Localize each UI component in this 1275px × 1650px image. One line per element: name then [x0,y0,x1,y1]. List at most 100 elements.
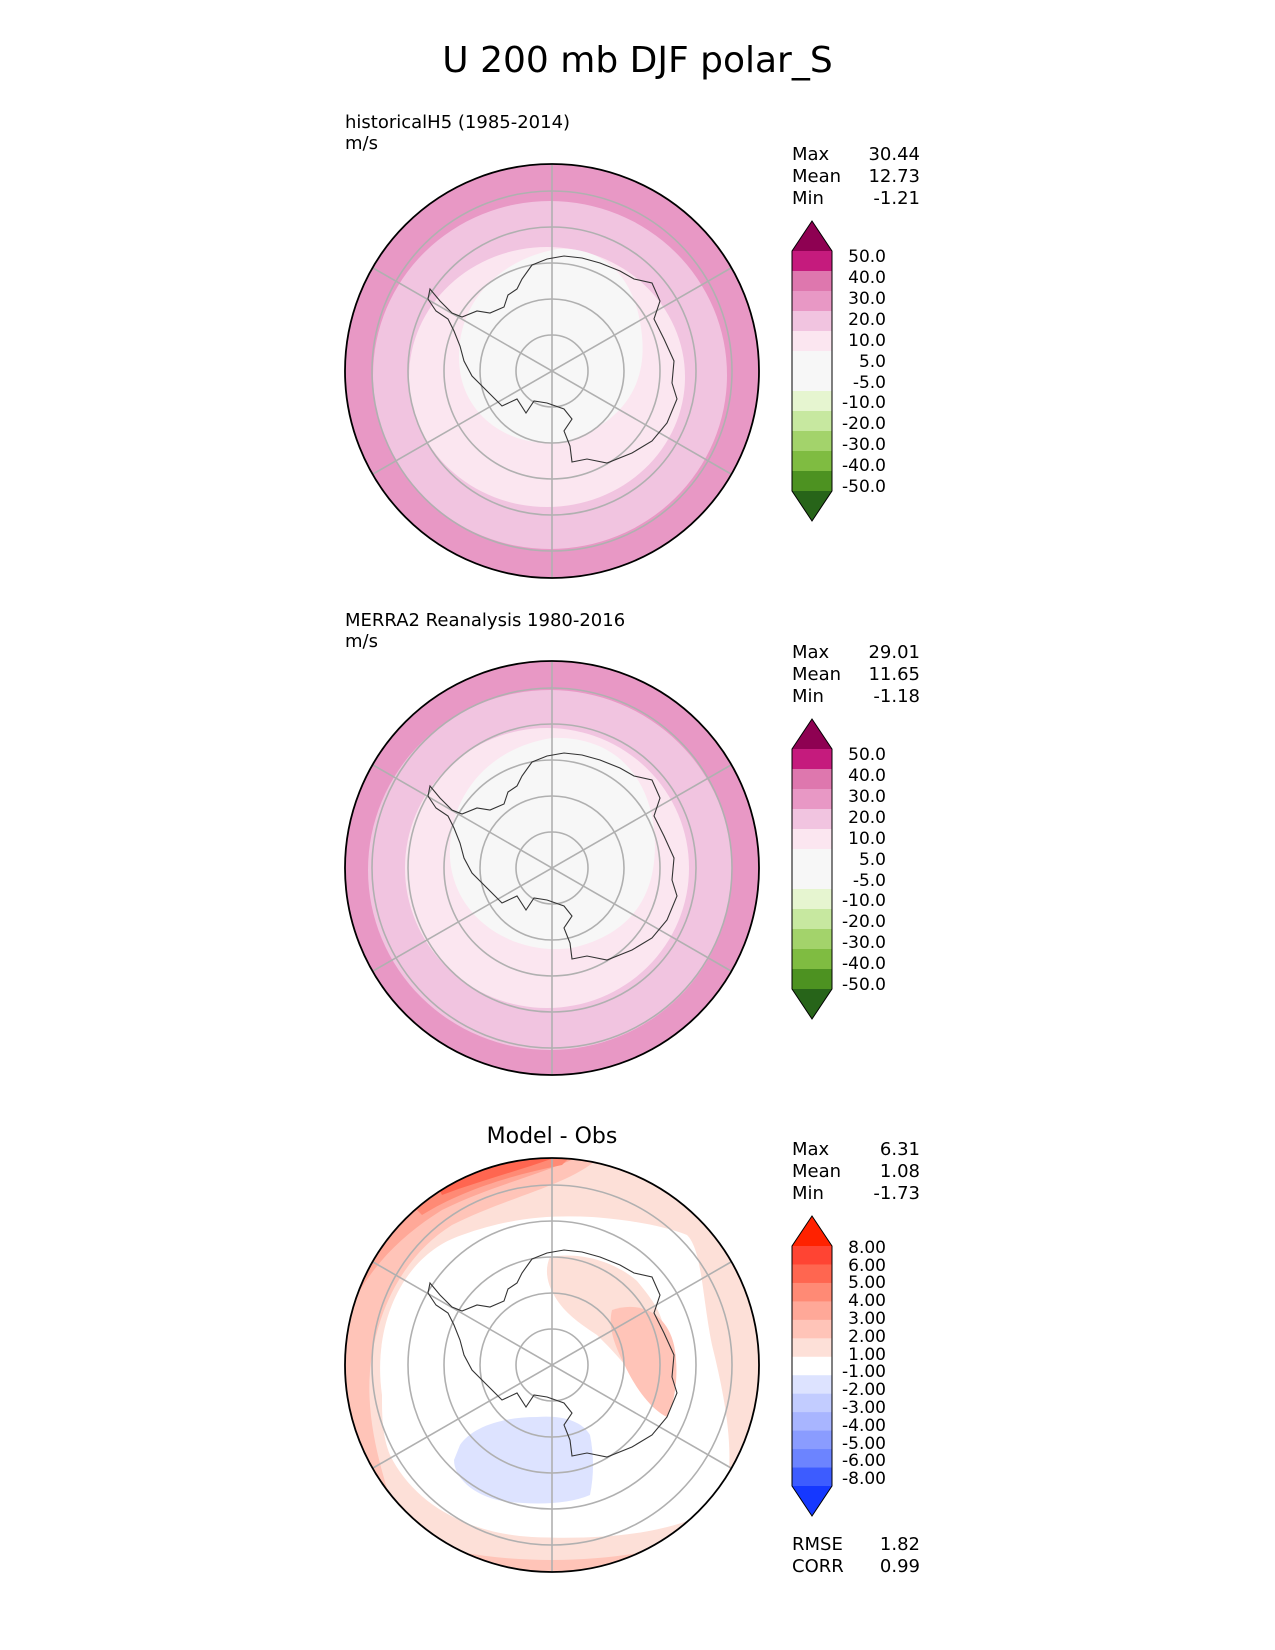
colorbar-bin [792,1282,832,1302]
stat-mean-value: 11.65 [868,664,920,685]
cb-tick: 5.00 [848,1273,886,1293]
colorbar-bin [792,869,832,890]
stat-max-value: 29.01 [868,642,920,663]
cb-tick: -50.0 [842,477,886,497]
colorbar-bin [792,1375,832,1395]
panel-test-stats: Max 30.44 Mean 12.73 Min -1.21 [792,144,920,210]
cb-tick: 40.0 [848,268,886,288]
cb-tick: 8.00 [848,1238,886,1258]
panel-diff-stats: Max 6.31 Mean 1.08 Min -1.73 [792,1139,920,1205]
rmse-value: 1.82 [879,1534,920,1555]
stat-mean-value: 12.73 [868,166,920,187]
panel-test-colorbar [791,220,833,522]
stat-max-label: Max [792,1139,830,1160]
colorbar-extend-min [792,989,832,1019]
cb-tick: 50.0 [848,247,886,267]
stat-min-value: -1.73 [873,1183,920,1204]
cb-tick: 6.00 [848,1256,886,1276]
colorbar-bin [792,351,832,372]
stat-min-value: -1.21 [873,188,920,209]
colorbar-bin [792,1319,832,1339]
stat-max-value: 6.31 [879,1139,920,1160]
colorbar-bin [792,829,832,850]
corr-value: 0.99 [879,1556,920,1577]
panel-diff-colorbar [791,1215,833,1517]
graticule [371,1158,733,1572]
colorbar-outline [791,718,833,1020]
cb-tick: 30.0 [848,289,886,309]
colorbar-extend-min [792,491,832,521]
colorbar-extend-max [792,719,832,749]
colorbar-bin [792,471,832,492]
cb-tick: 20.0 [848,808,886,828]
antarctica-coastline [427,255,678,464]
colorbar-bin [792,331,832,352]
cb-tick: -3.00 [842,1398,886,1418]
colorbar-bin [792,749,832,770]
panel-test-units: m/s [345,133,378,154]
colorbar-bin [792,1393,832,1413]
stat-mean-label: Mean [792,664,842,685]
panel-ref-colorbar [791,718,833,1020]
rmse-label: RMSE [792,1534,843,1555]
cb-tick: 10.0 [848,829,886,849]
colorbar-bin [792,769,832,790]
colorbar-extend-max [792,221,832,251]
panel-diff-title: Model - Obs [486,1124,618,1149]
colorbar-bin [792,849,832,870]
colorbar-extend-min [792,1486,832,1516]
stat-mean-value: 1.08 [879,1161,920,1182]
colorbar-bin [792,451,832,472]
colorbar-outline [791,220,833,522]
colorbar-bin [792,1246,832,1265]
cb-tick: -30.0 [842,933,886,953]
colorbar-bin [792,411,832,432]
stat-max-label: Max [792,642,830,663]
colorbar-bin [792,929,832,950]
cb-tick: 1.00 [848,1345,886,1365]
stat-min-label: Min [792,188,824,209]
cb-tick: -30.0 [842,435,886,455]
colorbar-bin [792,1430,832,1450]
colorbar-bin [792,391,832,412]
cb-tick: -5.0 [852,871,886,891]
stat-min-value: -1.18 [873,686,920,707]
panel-diff-metrics: RMSE 1.82 CORR 0.99 [792,1534,920,1578]
colorbar-bin [792,371,832,392]
colorbar-extend-max [792,1216,832,1246]
cb-tick: -8.00 [842,1469,886,1489]
cb-tick: 50.0 [848,745,886,765]
cb-tick: -50.0 [842,975,886,995]
colorbar-bin [792,949,832,970]
stat-mean-label: Mean [792,166,842,187]
cb-tick: -5.0 [852,373,886,393]
cb-tick: -40.0 [842,456,886,476]
panel-test-polar-map [344,163,760,579]
panel-test-name: historicalH5 (1985-2014) [345,112,571,133]
colorbar-bin [792,1412,832,1432]
colorbar-bin [792,271,832,292]
cb-tick: -10.0 [842,891,886,911]
stat-mean-label: Mean [792,1161,842,1182]
colorbar-bin [792,1449,832,1469]
panel-test-title: historicalH5 (1985-2014) m/s [345,112,570,154]
panel-ref-polar-map [344,660,760,1076]
cb-tick: 40.0 [848,766,886,786]
cb-tick: -10.0 [842,393,886,413]
cb-tick: 2.00 [848,1327,886,1347]
panel-diff-polar-map [344,1157,760,1573]
colorbar-bin [792,1301,832,1321]
colorbar-bin [792,1467,832,1487]
colorbar-bin [792,909,832,930]
colorbar-bin [792,311,832,332]
cb-tick: -5.00 [842,1434,886,1454]
antarctica-coastline [427,1249,678,1458]
colorbar-bin [792,291,832,312]
cb-tick: -1.00 [842,1362,886,1382]
cb-tick: -6.00 [842,1451,886,1471]
cb-tick: -40.0 [842,954,886,974]
stat-max-value: 30.44 [868,144,920,165]
cb-tick: 4.00 [848,1291,886,1311]
colorbar-outline [791,1215,833,1517]
colorbar-bin [792,1338,832,1358]
